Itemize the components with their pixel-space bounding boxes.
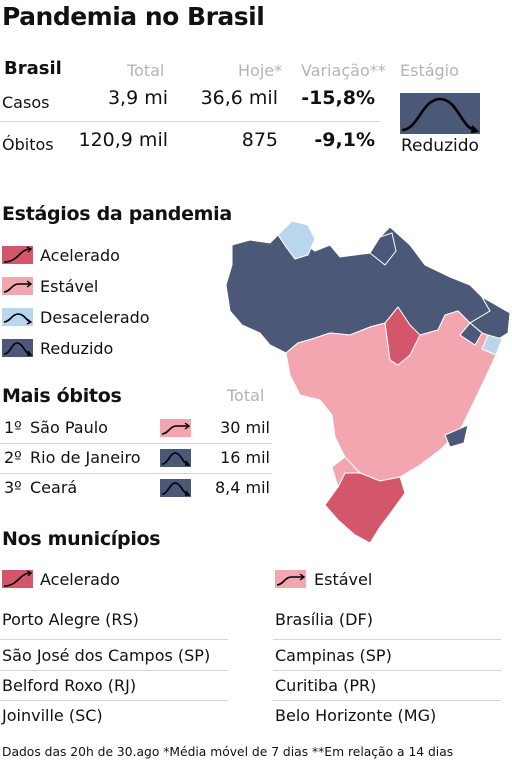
municipality-accelerated-item: Joinville (SC)	[2, 706, 103, 725]
deaths-total: 120,9 mil	[78, 129, 169, 151]
header-today: Hoje*	[238, 61, 283, 80]
deaths-divider	[0, 443, 272, 444]
municipality-stable-item: Campinas (SP)	[275, 646, 392, 665]
municipality-stable-item: Belo Horizonte (MG)	[275, 706, 437, 725]
stable-curve-icon	[275, 570, 306, 588]
accelerating-curve-icon	[2, 570, 33, 588]
reduced-curve-icon	[160, 479, 191, 497]
municipalities-accelerated-label: Acelerado	[40, 570, 120, 589]
municipality-accelerated-item: São José dos Campos (SP)	[2, 646, 211, 665]
header-stage: Estágio	[400, 61, 459, 80]
stable-curve-icon	[160, 419, 191, 437]
deaths-state-1: São Paulo	[30, 418, 108, 437]
reduced-curve-icon	[160, 449, 191, 467]
map-region-ceara	[459, 322, 483, 346]
map-region-parana	[331, 456, 362, 489]
municipality-divider	[273, 670, 501, 671]
municipality-divider	[273, 639, 501, 640]
deaths-total-2: 16 mil	[220, 448, 270, 467]
deaths-rank-3: 3º	[4, 478, 22, 497]
row-label-cases: Casos	[2, 93, 50, 112]
deaths-today: 875	[241, 129, 278, 151]
municipality-divider	[0, 670, 228, 671]
municipalities-stable-label: Estável	[314, 570, 373, 589]
footer-note: Dados das 20h de 30.ago *Média móvel de …	[2, 745, 454, 759]
deaths-total-3: 8,4 mil	[214, 478, 270, 497]
header-variation: Variação**	[301, 61, 386, 80]
municipality-stable-item: Curitiba (PR)	[275, 676, 377, 695]
municipality-divider	[0, 700, 228, 701]
deaths-divider	[0, 473, 272, 474]
page-title: Pandemia no Brasil	[2, 2, 265, 31]
row-label-deaths: Óbitos	[2, 135, 54, 154]
reduced-curve-icon	[2, 339, 33, 357]
decelerating-curve-icon	[2, 308, 33, 326]
municipality-accelerated-item: Belford Roxo (RJ)	[2, 676, 137, 695]
legend-decelerating-label: Desacelerado	[40, 308, 150, 327]
header-total: Total	[127, 61, 165, 80]
reduced-curve-icon	[400, 93, 480, 134]
deaths-state-3: Ceará	[30, 478, 78, 497]
municipality-accelerated-item: Porto Alegre (RS)	[2, 610, 139, 629]
map-region-amapa	[369, 232, 397, 266]
legend-accelerated-label: Acelerado	[40, 246, 120, 265]
stable-curve-icon	[2, 277, 33, 295]
deaths-rank-2: 2º	[4, 448, 22, 467]
map-region-south	[324, 472, 406, 544]
deaths-title: Mais óbitos	[2, 385, 122, 407]
deaths-total-1: 30 mil	[220, 418, 270, 437]
cases-total: 3,9 mi	[107, 87, 168, 109]
municipalities-title: Nos municípios	[2, 528, 161, 550]
deaths-state-2: Rio de Janeiro	[30, 448, 141, 467]
summary-divider	[0, 121, 380, 122]
map-region-rio	[444, 424, 469, 448]
accelerating-curve-icon	[2, 246, 33, 264]
municipality-divider	[273, 700, 501, 701]
deaths-total-header: Total	[227, 386, 265, 405]
stages-title: Estágios da pandemia	[2, 203, 232, 225]
municipality-stable-item: Brasília (DF)	[275, 610, 373, 629]
legend-stable-label: Estável	[40, 277, 99, 296]
brazil-map	[225, 220, 511, 544]
legend-reduced-label: Reduzido	[40, 339, 114, 358]
deaths-variation: -9,1%	[314, 129, 375, 151]
cases-today: 36,6 mil	[200, 87, 278, 109]
municipality-divider	[0, 639, 228, 640]
map-region-tocantins	[384, 306, 421, 366]
region-label: Brasil	[4, 58, 62, 79]
deaths-rank-1: 1º	[4, 418, 22, 437]
cases-variation: -15,8%	[301, 87, 375, 109]
stage-value: Reduzido	[401, 136, 479, 156]
map-region-roraima	[277, 220, 316, 260]
